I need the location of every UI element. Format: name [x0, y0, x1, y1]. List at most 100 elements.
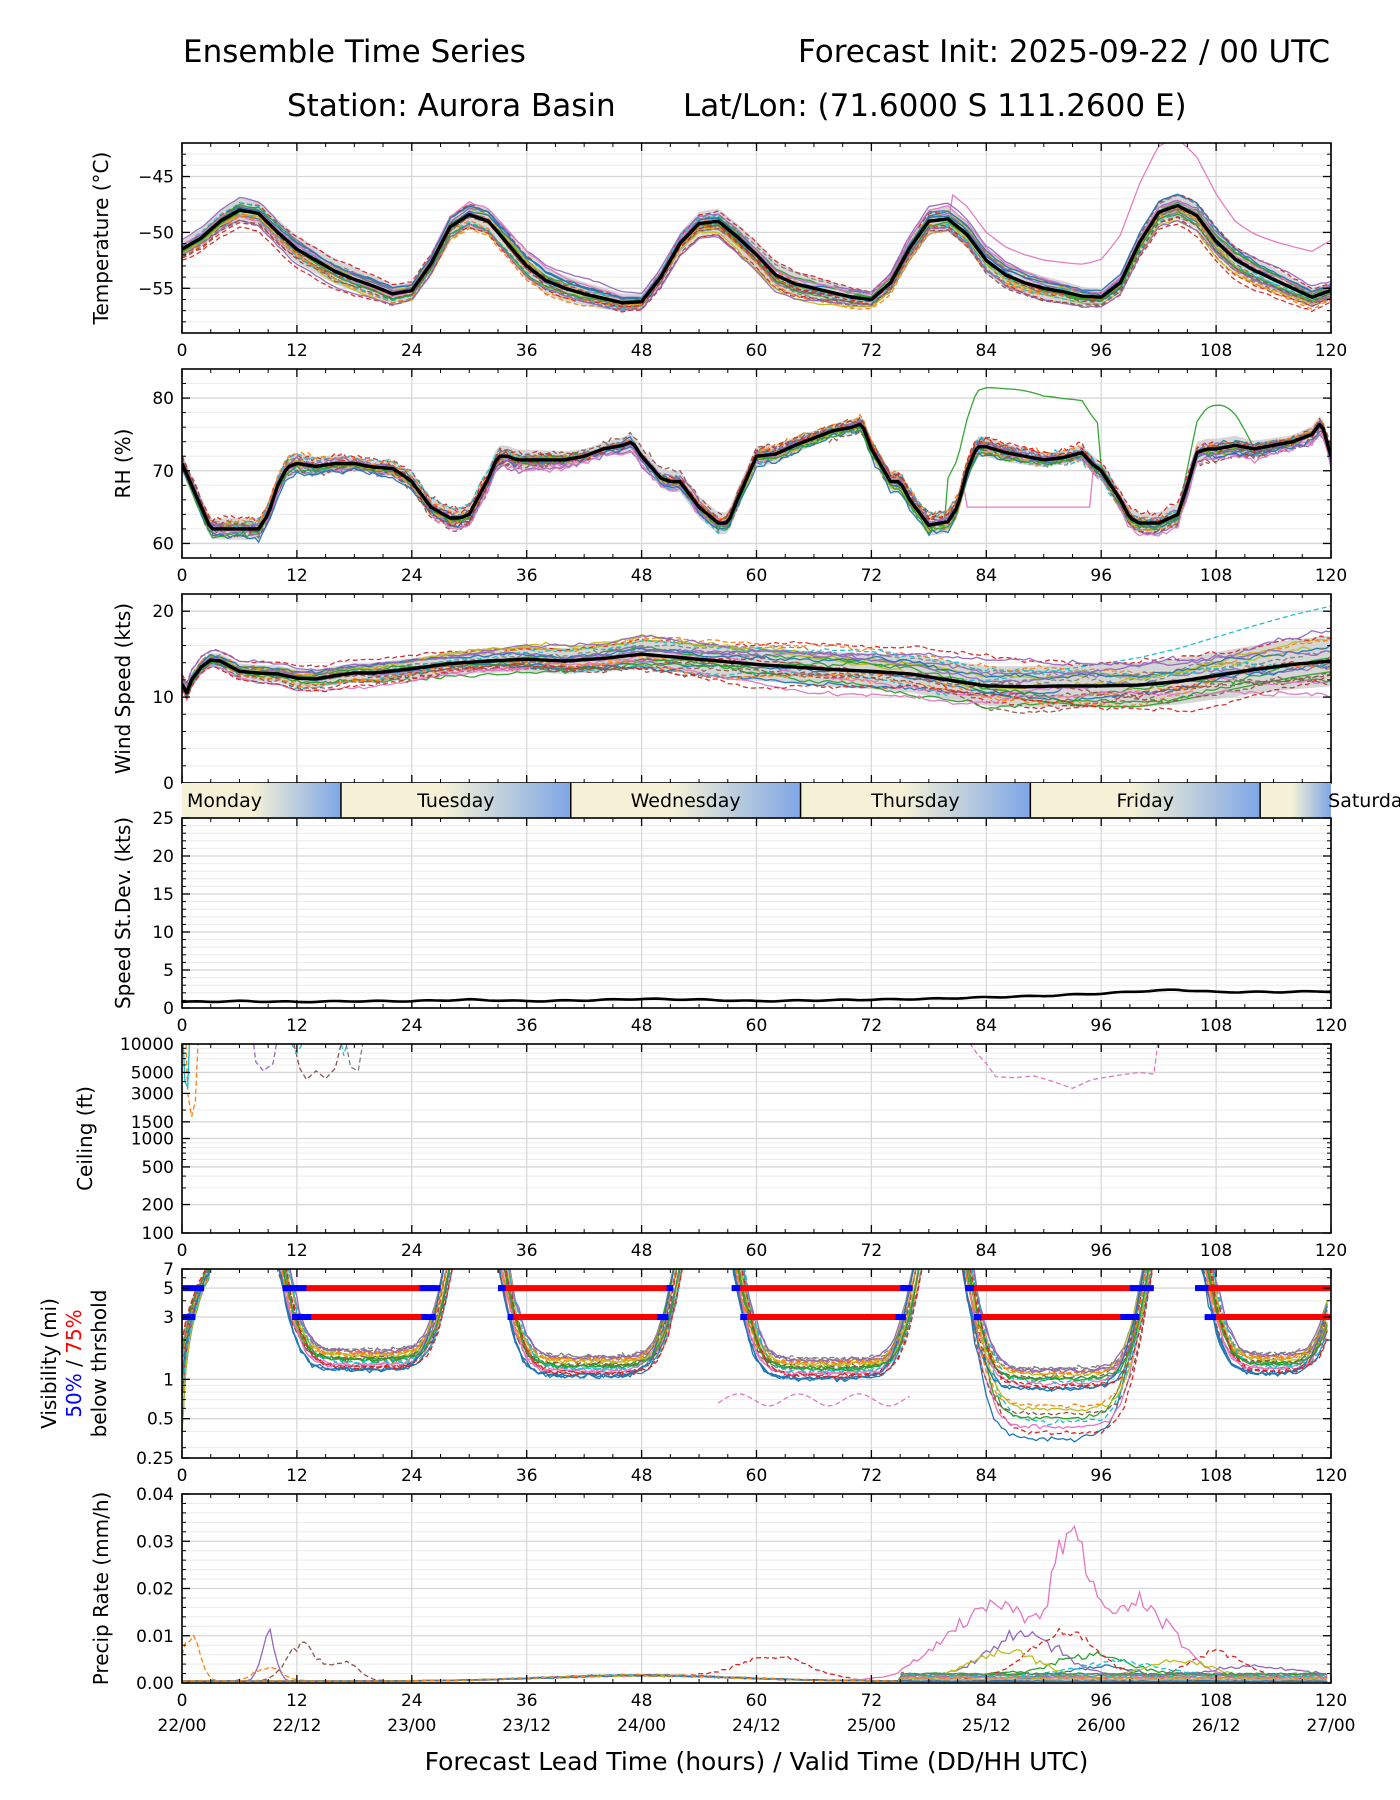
temperature-xtick: 12: [286, 341, 308, 361]
visibility-ytick: 5: [163, 1279, 174, 1299]
precip-xtick: 108: [1200, 1691, 1232, 1711]
ceiling-ytick: 500: [142, 1158, 174, 1178]
ceiling-ytick: 1500: [131, 1113, 174, 1133]
ceiling-xtick: 96: [1090, 1241, 1112, 1261]
visibility-ylabel: Visibility (mi): [37, 1298, 61, 1429]
visibility-member-line: [182, 1269, 1328, 1397]
precip-xtick: 12: [286, 1691, 308, 1711]
valid-time-label: 24/12: [732, 1716, 781, 1736]
stdev-xtick: 120: [1315, 1016, 1347, 1036]
wind-member-line: [182, 647, 1331, 694]
ceiling-member-line: [185, 1044, 199, 1117]
valid-time-label: 27/00: [1307, 1716, 1356, 1736]
stdev-axes: [181, 817, 1332, 1009]
ceiling-xtick: 36: [516, 1241, 538, 1261]
temperature-xtick: 108: [1200, 341, 1232, 361]
wind-member-line: [182, 657, 1331, 705]
visibility-ytick: 3: [163, 1308, 174, 1328]
precip-ylabel: Precip Rate (mm/h): [89, 1492, 113, 1686]
rh-xtick: 84: [975, 566, 997, 586]
visibility-ytick: 0.5: [147, 1410, 174, 1430]
visibility-xtick: 12: [286, 1466, 308, 1486]
visibility-xtick: 72: [861, 1466, 883, 1486]
precip-xtick: 24: [401, 1691, 423, 1711]
temperature-ylabel: Temperature (°C): [89, 152, 113, 326]
precip-member-line: [182, 1524, 1328, 1683]
rh-xtick: 72: [861, 566, 883, 586]
rh-xtick: 120: [1315, 566, 1347, 586]
stdev-xtick: 84: [975, 1016, 997, 1036]
precip-xtick: 120: [1315, 1691, 1347, 1711]
wind-member-line: [182, 663, 1331, 713]
precip-ytick: 0.01: [136, 1627, 174, 1647]
legend-50pct: 50%: [62, 1373, 86, 1417]
valid-time-label: 23/00: [387, 1716, 436, 1736]
day-label-friday: Friday: [1116, 790, 1174, 812]
valid-time-label: 22/00: [158, 1716, 207, 1736]
wind-ylabel: Wind Speed (kts): [111, 603, 135, 774]
temperature-xtick: 0: [177, 341, 188, 361]
precip-xtick: 0: [177, 1691, 188, 1711]
visibility-xtick: 96: [1090, 1466, 1112, 1486]
precip-ytick: 0.02: [136, 1580, 174, 1600]
visibility-member-line: [182, 1269, 1328, 1400]
visibility-xtick: 108: [1200, 1466, 1232, 1486]
valid-time-label: 22/12: [272, 1716, 321, 1736]
stdev-xtick: 48: [631, 1016, 653, 1036]
ceiling-member-line: [293, 1044, 342, 1081]
day-label-thursday: Thursday: [870, 790, 959, 812]
temperature-members: [182, 143, 1331, 313]
visibility-member-line: [182, 1269, 1328, 1391]
valid-time-label: 26/12: [1192, 1716, 1241, 1736]
ceiling-xtick: 12: [286, 1241, 308, 1261]
rh-xtick: 36: [516, 566, 538, 586]
ceiling-xtick: 72: [861, 1241, 883, 1261]
visibility-members: [182, 1269, 1328, 1443]
rh-xtick: 0: [177, 566, 188, 586]
precip-xtick: 96: [1090, 1691, 1112, 1711]
day-label-monday: Monday: [187, 790, 262, 812]
visibility-xtick: 0: [177, 1466, 188, 1486]
day-label-saturday: Saturday: [1328, 790, 1400, 812]
precip-ytick: 0.03: [136, 1532, 174, 1552]
precip-member-line: [182, 1673, 1328, 1683]
visibility-member-line: [182, 1269, 1328, 1376]
wind-member-line: [182, 659, 1331, 705]
title-latlon: Lat/Lon: (71.6000 S 111.2600 E): [683, 88, 1187, 124]
stdev-xtick: 36: [516, 1016, 538, 1036]
ceiling-ytick: 5000: [131, 1063, 174, 1083]
temperature-member-line: [182, 211, 1331, 310]
temperature-xtick: 60: [746, 341, 768, 361]
stdev-xtick: 12: [286, 1016, 308, 1036]
visibility-member-line: [182, 1269, 1328, 1392]
ceiling-xtick: 24: [401, 1241, 423, 1261]
visibility-member-line: [182, 1269, 1328, 1382]
title-init: Forecast Init: 2025-09-22 / 00 UTC: [798, 34, 1330, 70]
wind-member-line: [182, 644, 1331, 692]
stdev-xtick: 0: [177, 1016, 188, 1036]
rh-member-line: [182, 416, 1331, 529]
temperature-xtick: 36: [516, 341, 538, 361]
rh-ytick: 60: [152, 534, 174, 554]
ceiling-ytick: 10000: [120, 1035, 174, 1055]
rh-xtick: 48: [631, 566, 653, 586]
visibility-xtick: 60: [746, 1466, 768, 1486]
day-band: [182, 783, 1331, 818]
temperature-member-line: [182, 215, 1331, 307]
day-label-tuesday: Tuesday: [416, 790, 494, 812]
precip-xtick: 84: [975, 1691, 997, 1711]
precip-panel: [181, 1493, 1332, 1684]
rh-members: [182, 387, 1331, 544]
wind-ytick: 0: [163, 774, 174, 794]
temperature-ensemble-mean: [182, 203, 1331, 305]
visibility-ylabel-legend: 50% / 75%: [62, 1309, 86, 1417]
title-left: Ensemble Time Series: [183, 34, 526, 70]
rh-ylabel: RH (%): [111, 429, 135, 499]
ceiling-axes: [181, 1043, 1332, 1234]
x-axis-title: Forecast Lead Time (hours) / Valid Time …: [425, 1747, 1089, 1776]
ceiling-member-line: [253, 1044, 278, 1072]
wind-ytick: 10: [152, 688, 174, 708]
stdev-ytick: 15: [152, 885, 174, 905]
day-label-wednesday: Wednesday: [631, 790, 741, 812]
